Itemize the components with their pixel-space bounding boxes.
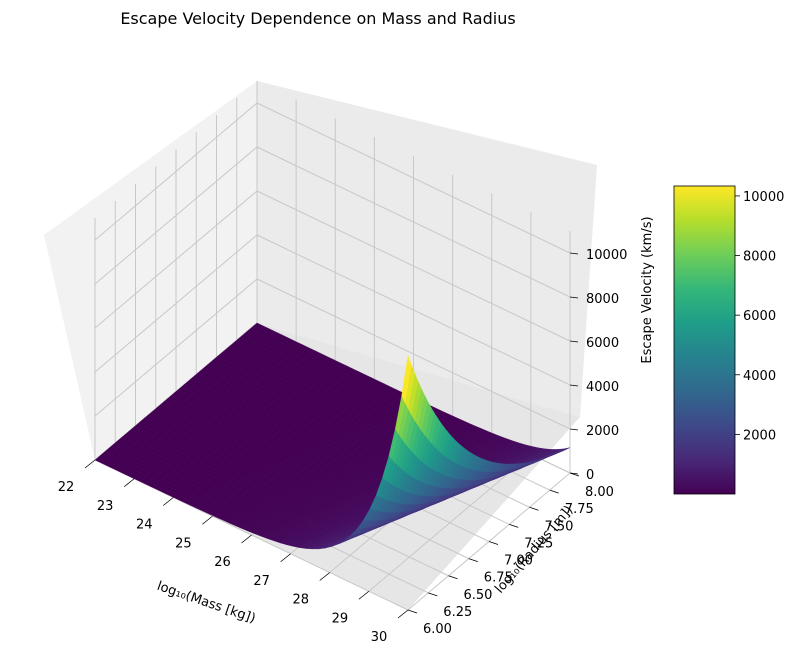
y-tick	[428, 592, 438, 597]
grid-line	[94, 102, 258, 241]
y-tick-label: 7.25	[524, 536, 553, 551]
grid-line	[94, 234, 258, 373]
x-tick-label: 26	[214, 555, 231, 570]
colorbar: 2000 4000 6000 8000 10000	[673, 185, 784, 495]
y-tick	[488, 541, 499, 545]
z-tick-label: 6000	[586, 336, 619, 351]
x-tick	[319, 572, 330, 581]
colorbar-tick-label: 2000	[743, 428, 776, 443]
grid-line	[256, 190, 571, 342]
back-pane-right	[257, 81, 597, 417]
x-axis-label: log₁₀(Mass [kg])	[155, 579, 257, 627]
y-tick-label: 6.00	[423, 622, 452, 637]
z-tick	[569, 296, 579, 299]
colorbar-tick-label: 6000	[743, 309, 776, 324]
z-tick-label: 2000	[586, 424, 619, 439]
grid-line	[94, 190, 258, 329]
x-tick	[358, 590, 370, 600]
grid-line	[94, 278, 258, 417]
grid-line	[94, 146, 258, 285]
z-tick	[569, 428, 579, 431]
grid-line	[256, 278, 571, 430]
colorbar-tick-label: 8000	[743, 250, 776, 265]
y-axis-label: log₁₀(Radius [m])	[492, 503, 576, 597]
z-axis-label: Escape Velocity (km/s)	[640, 216, 655, 363]
colorbar-ticks: 2000 4000 6000 8000 10000	[735, 190, 784, 443]
x-tick-label: 28	[293, 593, 310, 608]
y-tick	[407, 609, 418, 614]
x-axis: 22 23 24 25 26 27 28 29 30	[58, 459, 409, 645]
z-tick	[569, 252, 579, 255]
y-tick	[509, 523, 519, 528]
z-tick-label: 10000	[586, 248, 627, 263]
y-tick-label: 6.50	[464, 588, 493, 603]
z-tick-label: 8000	[586, 292, 619, 307]
y-tick-label: 6.75	[484, 571, 513, 586]
y-tick-label: 8.00	[585, 485, 614, 500]
x-tick	[123, 478, 135, 488]
y-tick-label: 7.00	[504, 554, 533, 569]
colorbar-tick-label: 10000	[743, 190, 784, 205]
grid-line	[256, 234, 571, 386]
colorbar-gradient	[673, 185, 736, 495]
y-tick-label: 7.75	[565, 502, 594, 517]
z-tick	[569, 340, 579, 343]
z-tick	[569, 384, 579, 387]
surface	[94, 322, 571, 550]
y-tick	[549, 489, 559, 494]
x-tick-label: 27	[253, 574, 270, 589]
x-tick-label: 22	[58, 480, 75, 495]
x-tick	[280, 553, 291, 563]
x-tick	[84, 459, 96, 469]
grid-line	[256, 146, 571, 298]
chart-title: Escape Velocity Dependence on Mass and R…	[120, 9, 515, 28]
axes-3d: 22 23 24 25 26 27 28 29 30 6.00 6.25 6.50 6.75 7.00 7…	[44, 81, 655, 645]
surface-patch	[94, 456, 106, 464]
y-axis: 6.00 6.25 6.50 6.75 7.00 7.25 7.50 7.75 8.00	[407, 472, 614, 637]
x-tick	[397, 609, 409, 619]
back-pane-left	[44, 81, 257, 460]
z-tick-label: 4000	[586, 380, 619, 395]
y-tick	[529, 506, 539, 511]
y-tick	[468, 558, 478, 563]
x-tick-label: 30	[371, 630, 388, 645]
x-tick	[241, 534, 252, 544]
x-tick	[202, 515, 213, 525]
y-tick-label: 6.25	[443, 605, 472, 620]
z-axis: 0 2000 4000 6000 8000 10000	[569, 248, 627, 483]
x-tick-label: 25	[175, 536, 192, 551]
colorbar-tick-label: 4000	[743, 369, 776, 384]
y-tick-label: 7.50	[545, 519, 574, 534]
z-tick	[569, 472, 579, 475]
grid-line	[256, 102, 571, 254]
y-tick	[448, 575, 458, 580]
x-tick-label: 29	[332, 611, 349, 626]
z-tick-label: 0	[586, 468, 594, 483]
x-tick	[163, 497, 174, 506]
x-tick-label: 24	[136, 518, 153, 533]
x-tick-label: 23	[97, 499, 114, 514]
